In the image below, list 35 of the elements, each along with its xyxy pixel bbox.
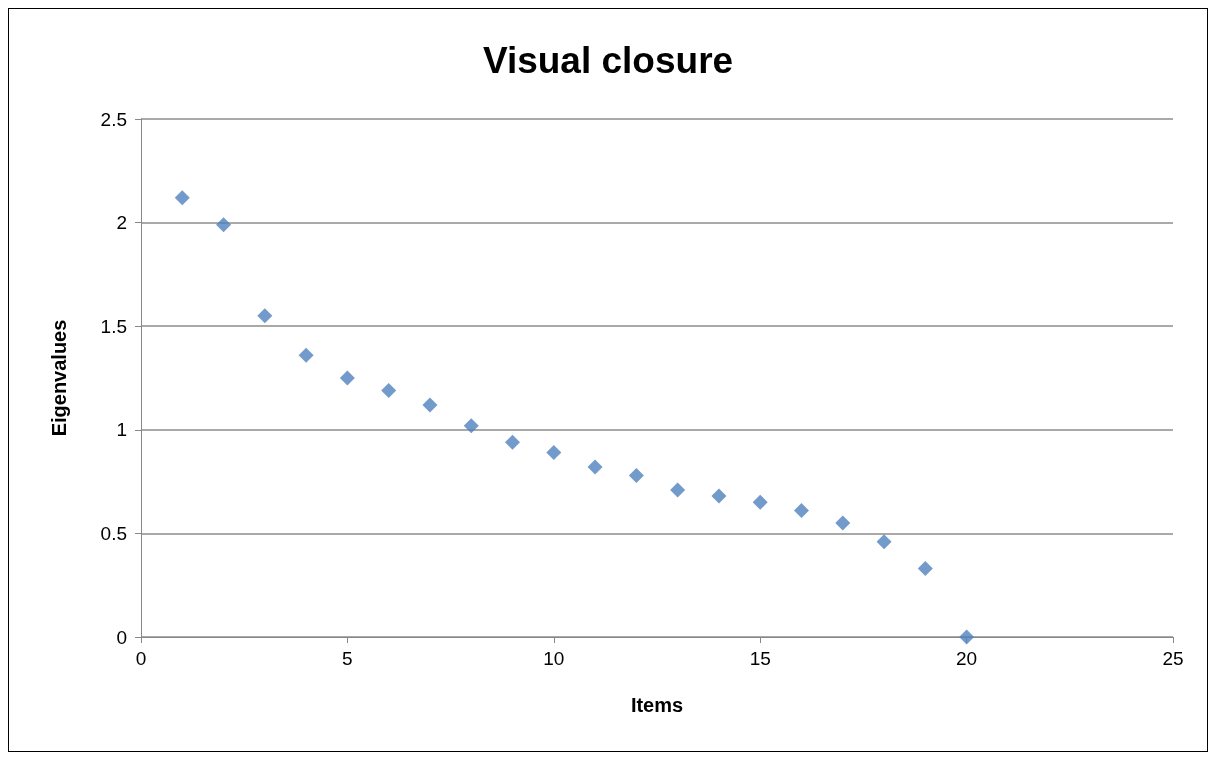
point: [381, 382, 397, 398]
x-tick-label: 0: [135, 648, 147, 669]
y-axis-title: Eigenvalues: [48, 319, 70, 437]
point: [216, 217, 232, 233]
point: [917, 561, 933, 577]
point: [628, 467, 644, 483]
point: [174, 190, 190, 206]
x-tick-label: 15: [749, 648, 771, 669]
y-tick-label: 2: [116, 212, 127, 234]
chart-title: Visual closure: [482, 40, 734, 81]
point: [339, 370, 355, 386]
y-tick-label: 0.5: [100, 522, 127, 544]
point: [876, 534, 892, 550]
y-tick-label: 2.5: [100, 108, 127, 130]
point: [711, 488, 727, 504]
x-tick-label: 20: [956, 648, 978, 669]
point: [835, 515, 851, 531]
x-tick-label: 25: [1162, 648, 1184, 669]
point: [505, 434, 521, 450]
point: [463, 418, 479, 434]
y-tick-label: 1: [116, 419, 127, 441]
x-tick-label: 10: [543, 648, 565, 669]
point: [298, 347, 314, 363]
y-tick-label: 0: [116, 626, 127, 648]
y-tick-label: 1.5: [100, 315, 127, 337]
point: [793, 503, 809, 519]
point: [959, 629, 975, 645]
point: [422, 397, 438, 413]
point: [546, 445, 562, 461]
point: [752, 494, 768, 510]
point: [670, 482, 686, 498]
x-axis-title: Items: [630, 694, 684, 716]
point: [257, 308, 273, 324]
x-tick-label: 5: [342, 648, 353, 669]
point: [587, 459, 603, 475]
